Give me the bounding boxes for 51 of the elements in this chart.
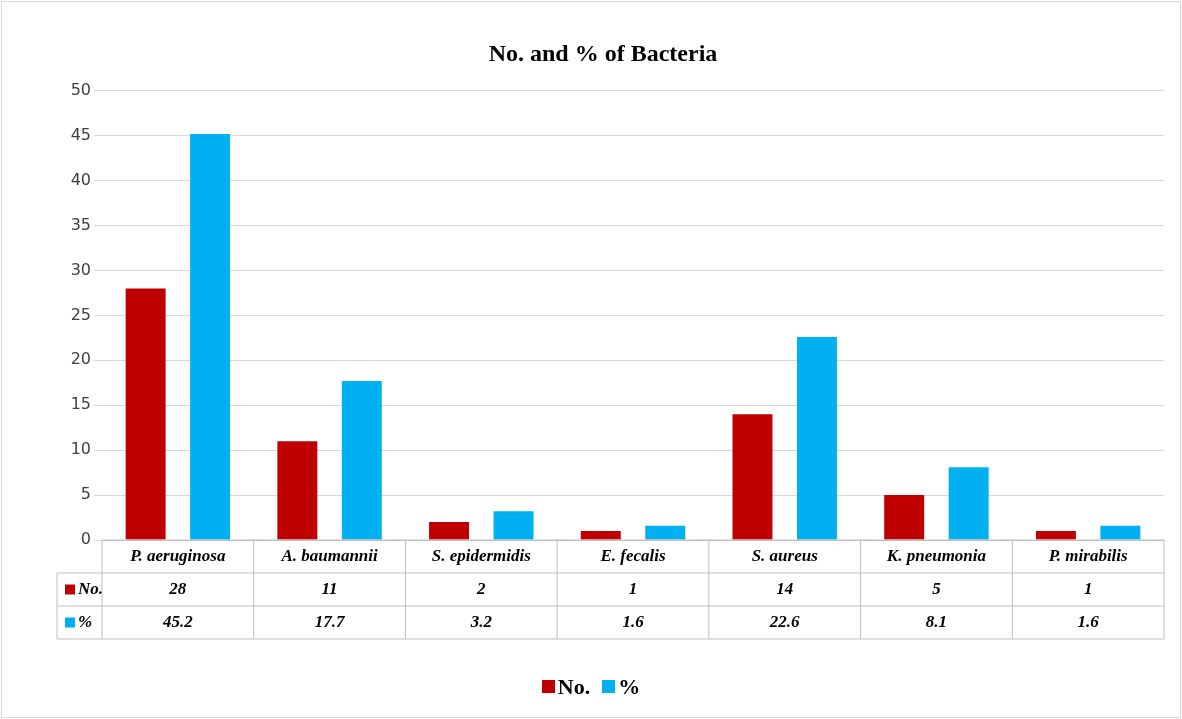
legend-label: % xyxy=(78,611,93,631)
data-label: 14 xyxy=(776,578,794,598)
y-tick-label: 45 xyxy=(70,124,91,144)
y-tick-label: 0 xyxy=(80,529,91,549)
bar xyxy=(948,467,989,540)
text: No. xyxy=(557,674,591,699)
y-tick-label: 50 xyxy=(70,79,91,99)
legend-label: No. xyxy=(77,578,104,598)
data-label: 28 xyxy=(168,578,187,598)
data-label: 11 xyxy=(321,578,338,598)
data-label: 2 xyxy=(476,578,487,598)
chart-title: No. and % of Bacteria xyxy=(488,39,718,66)
x-tick-label: S. aureus xyxy=(751,545,819,565)
data-label: 1 xyxy=(1083,578,1093,598)
text: % xyxy=(618,674,641,699)
x-tick-label: P. mirabilis xyxy=(1047,545,1129,565)
bar xyxy=(190,133,231,540)
bar xyxy=(341,380,382,540)
bar xyxy=(732,414,773,540)
bar xyxy=(1100,525,1141,540)
bar xyxy=(580,531,621,540)
y-tick-label: 5 xyxy=(80,484,91,504)
y-tick-label: 15 xyxy=(70,394,91,414)
y-tick-label: 10 xyxy=(70,439,91,459)
data-label: 5 xyxy=(932,578,942,598)
bar xyxy=(277,441,318,540)
data-label: 1.6 xyxy=(1077,611,1100,631)
bar xyxy=(493,511,534,540)
bar xyxy=(645,525,686,540)
data-label: 1 xyxy=(628,578,638,598)
y-tick-label: 25 xyxy=(70,304,91,324)
y-tick-label: 20 xyxy=(70,349,91,369)
x-tick-label: S. epidermidis xyxy=(431,545,532,565)
data-label: 45.2 xyxy=(161,611,194,631)
data-label: 8.1 xyxy=(925,611,948,631)
bar xyxy=(429,522,470,540)
bar xyxy=(884,495,925,540)
data-label: 3.2 xyxy=(469,611,493,631)
y-tick-label: 40 xyxy=(70,169,91,189)
bar xyxy=(1035,531,1076,540)
data-label: 17.7 xyxy=(314,611,346,631)
y-tick-label: 35 xyxy=(70,214,91,234)
x-tick-label: E. fecalis xyxy=(599,545,666,565)
bar xyxy=(796,336,837,540)
y-tick-label: 30 xyxy=(70,259,91,279)
data-label: 22.6 xyxy=(768,611,801,631)
x-tick-label: A. baumannii xyxy=(280,545,379,565)
data-label: 1.6 xyxy=(622,611,645,631)
x-tick-label: K. pneumonia xyxy=(885,545,987,565)
x-tick-label: P. aeruginosa xyxy=(129,545,226,565)
bar xyxy=(125,288,166,540)
